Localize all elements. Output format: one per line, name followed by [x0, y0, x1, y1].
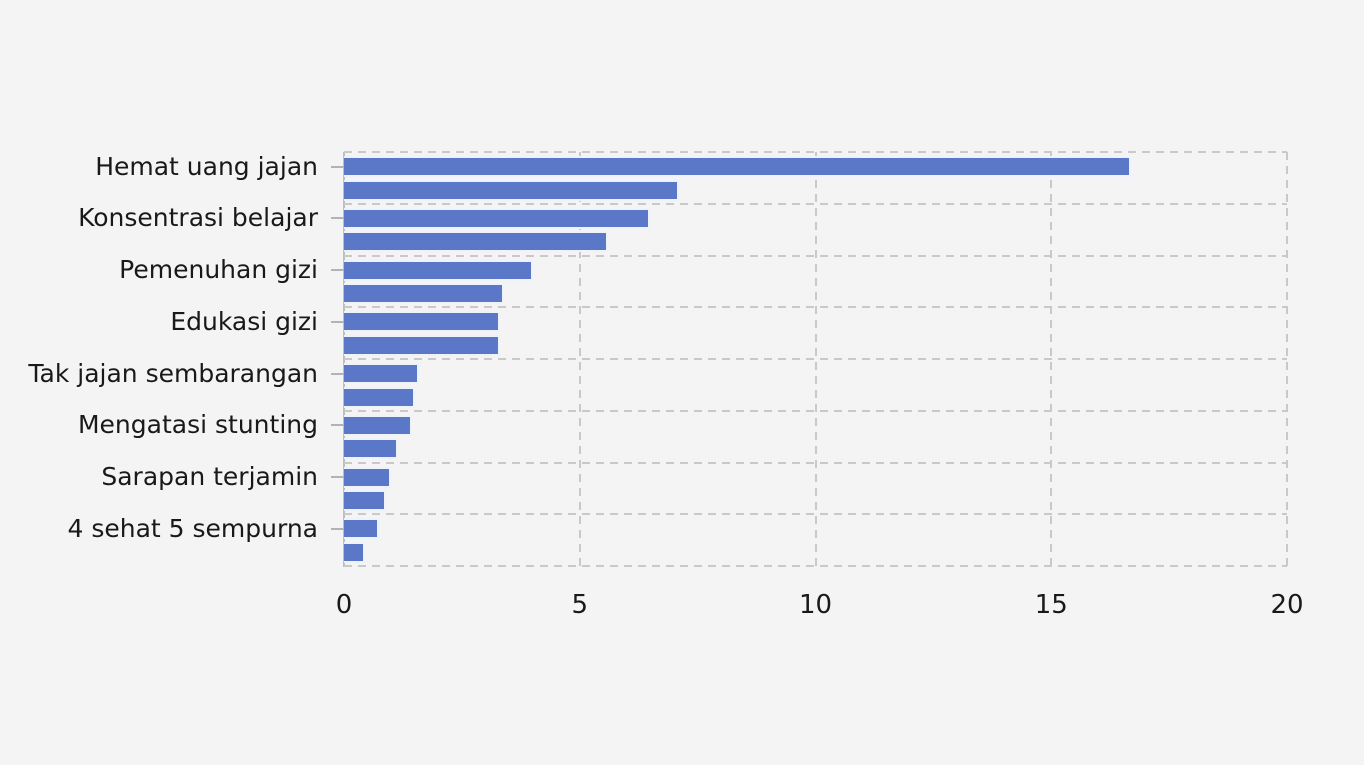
x-axis-tick-label: 0	[335, 590, 353, 620]
bar	[344, 490, 387, 511]
bar	[344, 283, 505, 304]
y-axis-category-label: Edukasi gizi	[170, 306, 318, 336]
bar	[344, 207, 651, 229]
vertical-gridline	[1286, 152, 1288, 566]
bar	[344, 156, 1132, 177]
bar	[344, 231, 609, 253]
bar	[344, 541, 366, 563]
bar	[344, 518, 380, 540]
x-axis-tick-label: 5	[571, 590, 589, 620]
vertical-gridline	[814, 152, 817, 566]
bar	[344, 414, 413, 436]
x-axis-tick-label: 15	[1034, 590, 1068, 620]
y-axis-category-label: Mengatasi stunting	[77, 410, 318, 440]
y-axis-tick	[331, 372, 344, 375]
bar	[344, 311, 500, 333]
y-axis-category-label: 4 sehat 5 sempurna	[67, 513, 318, 543]
y-axis-tick	[331, 476, 344, 478]
bar	[344, 386, 415, 408]
y-axis-tick	[331, 320, 344, 323]
bar	[344, 438, 399, 460]
bar	[344, 259, 533, 281]
x-axis-tick-label: 10	[798, 590, 833, 620]
bar	[344, 466, 392, 488]
horizontal-gridline	[344, 565, 1287, 567]
vertical-gridline	[578, 152, 581, 566]
bar	[344, 363, 420, 384]
y-axis-tick	[331, 527, 344, 530]
x-axis-tick-label: 20	[1270, 590, 1304, 620]
y-axis-tick	[331, 424, 344, 427]
y-axis-category-label: Tak jajan sembarangan	[28, 358, 318, 388]
bar	[344, 334, 500, 356]
y-axis-tick	[331, 217, 344, 220]
y-axis-category-label: Pemenuhan gizi	[119, 255, 318, 284]
y-axis-category-label: Hemat uang jajan	[95, 151, 318, 181]
vertical-gridline	[1050, 152, 1053, 566]
y-axis-tick	[331, 165, 344, 168]
y-axis-category-label: Konsentrasi belajar	[78, 203, 318, 233]
y-axis-tick	[331, 269, 344, 271]
plot-area	[344, 151, 1288, 567]
y-axis-category-label: Sarapan terjamin	[101, 462, 318, 491]
bar	[344, 179, 679, 201]
